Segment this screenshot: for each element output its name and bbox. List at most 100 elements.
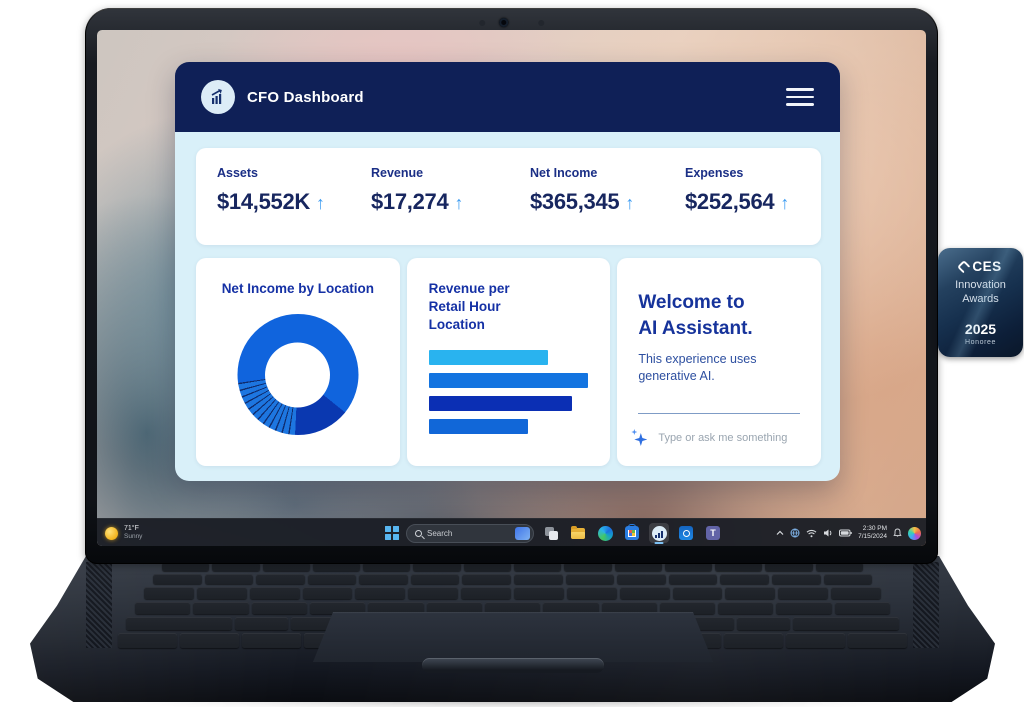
microsoft-store-button[interactable]	[622, 523, 642, 543]
keyboard-key	[309, 601, 366, 614]
revenue-bar-chart	[428, 350, 589, 434]
volume-icon[interactable]	[823, 528, 833, 538]
tray-time: 2:30 PM	[862, 525, 887, 532]
speaker-grille-left	[86, 562, 112, 648]
keyboard-key	[144, 587, 194, 599]
active-app-indicator	[654, 542, 664, 544]
mic-pinhole	[521, 21, 525, 24]
keyboard-key	[668, 573, 718, 585]
keyboard-key	[815, 562, 863, 571]
start-button[interactable]	[385, 526, 399, 540]
keyboard-key	[718, 601, 774, 614]
stat-value: $17,274	[371, 189, 449, 214]
webcam-module	[478, 18, 545, 27]
keyboard-key	[720, 573, 769, 585]
ces-logo: CES	[938, 259, 1023, 274]
bar	[428, 419, 528, 434]
outlook-icon	[679, 526, 693, 540]
stat-label: Assets	[217, 166, 258, 180]
keyboard-key	[785, 633, 845, 648]
task-view-button[interactable]	[541, 523, 561, 543]
taskbar: 71°F Sunny Search	[97, 518, 926, 546]
laptop-base	[30, 556, 995, 702]
kpi-stats-card: Assets $14,552K ↑ Revenue $17,274 ↑	[196, 148, 821, 245]
keyboard	[118, 562, 908, 648]
search-placeholder: Search	[427, 528, 453, 538]
hamburger-menu-icon[interactable]	[786, 88, 814, 106]
keyboard-key	[368, 601, 424, 614]
keyboard-key	[614, 562, 662, 571]
taskbar-search[interactable]: Search	[406, 523, 534, 543]
chart-growth-icon	[211, 88, 222, 104]
keyboard-key	[180, 633, 240, 648]
bar	[428, 373, 589, 388]
keyboard-key	[793, 616, 900, 631]
ai-sparkle-icon	[631, 429, 649, 447]
keyboard-key	[847, 633, 908, 648]
keyboard-key	[135, 601, 191, 614]
cfo-dashboard-taskbar-button[interactable]	[649, 523, 669, 544]
keyboard-key	[251, 601, 307, 614]
battery-icon[interactable]	[839, 529, 852, 537]
outlook-button[interactable]	[676, 523, 696, 543]
tray-chevron-up-icon[interactable]	[776, 530, 784, 536]
laptop-screen: CFO Dashboard Assets $14,552K ↑	[97, 30, 926, 546]
bar	[428, 350, 549, 365]
teams-icon: T	[706, 526, 720, 540]
clock-widget[interactable]: 2:30 PM 7/15/2024	[858, 525, 887, 541]
keyboard-key	[408, 587, 459, 599]
stat-label: Net Income	[530, 166, 598, 180]
keyboard-key	[566, 587, 617, 599]
lid-open-notch	[422, 658, 604, 673]
keyboard-key	[462, 573, 512, 585]
edge-icon	[597, 525, 613, 541]
assistant-prompt-input[interactable]	[658, 432, 809, 444]
keyboard-key	[312, 562, 361, 571]
dashboard-cards-row: Net Income by Location Revenue per Retai…	[196, 258, 821, 466]
keyboard-key	[715, 562, 763, 571]
ambient-sensor-dot	[538, 19, 545, 26]
notifications-bell-icon[interactable]	[893, 528, 902, 538]
cfo-dashboard-logo-icon	[201, 80, 235, 114]
stat-assets: Assets $14,552K ↑	[217, 166, 371, 245]
bing-chat-icon	[515, 526, 530, 540]
stat-value: $365,345	[530, 189, 620, 214]
folder-icon	[571, 525, 585, 539]
card-title: Net Income by Location	[221, 281, 374, 296]
keyboard-key	[196, 587, 247, 599]
touchpad	[313, 612, 713, 662]
keyboard-key	[256, 573, 305, 585]
keyboard-key	[725, 587, 776, 599]
keyboard-key	[564, 562, 612, 571]
keyboard-key	[823, 573, 873, 585]
copilot-icon[interactable]	[908, 526, 921, 540]
weather-widget[interactable]: 71°F Sunny	[105, 519, 142, 546]
stat-label: Revenue	[371, 166, 424, 180]
keyboard-key	[776, 601, 832, 614]
ces-innovation-awards-badge: CES Innovation Awards 2025 Honoree	[938, 248, 1023, 357]
sun-icon	[105, 526, 118, 540]
wifi-icon[interactable]	[806, 529, 817, 538]
trend-up-arrow-icon: ↑	[316, 193, 326, 213]
donut-hole	[265, 342, 331, 407]
assistant-input-row	[631, 422, 809, 454]
assistant-title: Welcome to AI Assistant.	[638, 292, 753, 339]
divider	[638, 412, 800, 414]
app-header: CFO Dashboard	[175, 62, 840, 132]
stat-value: $252,564	[685, 189, 775, 214]
taskbar-center: Search T	[385, 519, 723, 546]
keyboard-key	[617, 573, 666, 585]
file-explorer-button[interactable]	[568, 523, 588, 543]
ces-logo-mark-icon	[957, 259, 972, 274]
keyboard-key	[413, 562, 461, 571]
keyboard-key	[831, 587, 882, 599]
security-globe-icon[interactable]	[790, 528, 800, 538]
keyboard-key	[601, 601, 657, 614]
keyboard-key	[262, 562, 310, 571]
keyboard-key	[204, 573, 254, 585]
badge-year: 2025	[964, 321, 997, 337]
app-title: CFO Dashboard	[247, 88, 364, 106]
teams-button[interactable]: T	[703, 523, 723, 543]
keyboard-key	[619, 587, 670, 599]
edge-browser-button[interactable]	[595, 523, 615, 543]
